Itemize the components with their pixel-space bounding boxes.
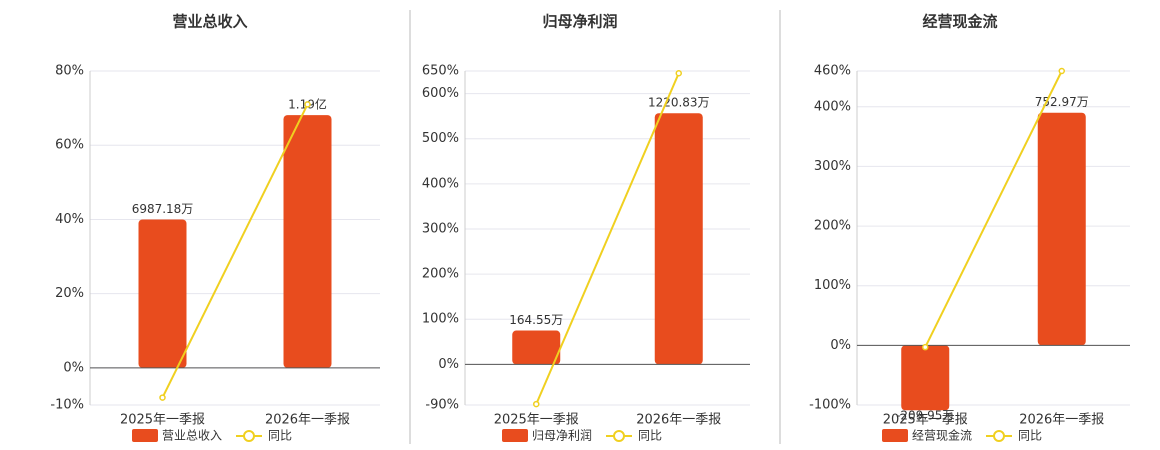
- legend-swatch: [993, 430, 1005, 442]
- y-tick-label: 650%: [422, 64, 459, 79]
- y-tick-label: 200%: [422, 267, 459, 282]
- y-tick-label: 0%: [830, 338, 851, 353]
- y-tick-label: 600%: [422, 86, 459, 101]
- line-point: [304, 101, 311, 108]
- bar: [654, 113, 703, 365]
- legend-swatch: [882, 429, 908, 442]
- legend-label: 经营现金流: [912, 428, 972, 443]
- y-tick-label: 300%: [814, 159, 851, 174]
- y-tick-label: 20%: [55, 286, 84, 301]
- y-tick-label: 200%: [814, 219, 851, 234]
- line-point: [922, 343, 929, 351]
- legend-label: 同比: [268, 429, 292, 443]
- legend-label: 营业总收入: [162, 429, 222, 443]
- y-tick-label: 400%: [422, 176, 459, 191]
- y-tick-label: 60%: [55, 138, 84, 153]
- bar: [283, 115, 332, 368]
- x-tick-label: 2026年一季报: [265, 413, 350, 428]
- chart-title: 归母净利润: [542, 13, 617, 31]
- x-tick-label: 2025年一季报: [883, 413, 968, 428]
- line-point: [675, 70, 682, 77]
- y-tick-label: 100%: [814, 278, 851, 293]
- chart-title: 经营现金流: [922, 13, 997, 31]
- x-tick-label: 2025年一季报: [120, 413, 205, 428]
- legend-swatch: [243, 430, 255, 442]
- y-tick-label: 100%: [422, 312, 459, 327]
- y-tick-label: 500%: [422, 131, 459, 146]
- line: [924, 70, 1063, 348]
- y-tick-label: 400%: [814, 99, 851, 114]
- data-label: -209.95万: [896, 409, 954, 423]
- y-tick-label: -10%: [50, 398, 84, 413]
- line: [161, 103, 309, 399]
- y-tick-label: 460%: [814, 64, 851, 79]
- y-tick-label: 300%: [422, 221, 459, 236]
- legend-label: 同比: [1018, 429, 1042, 443]
- x-tick-label: 2026年一季报: [1019, 413, 1104, 428]
- data-label: 164.55万: [509, 313, 563, 327]
- bar: [512, 330, 561, 365]
- legend-swatch: [613, 430, 625, 442]
- x-tick-label: 2026年一季报: [636, 413, 721, 428]
- y-tick-label: 0%: [438, 357, 459, 372]
- y-tick-label: -100%: [809, 398, 851, 413]
- legend-label: 同比: [638, 429, 662, 443]
- y-tick-label: -90%: [425, 398, 459, 413]
- legend-swatch: [132, 429, 158, 442]
- line-point: [1058, 67, 1065, 75]
- legend-label: 归母净利润: [532, 429, 592, 443]
- x-tick-label: 2025年一季报: [494, 413, 579, 428]
- bar: [138, 219, 187, 368]
- chart-title: 营业总收入: [172, 13, 247, 31]
- line-point: [159, 394, 166, 401]
- bar: [901, 345, 950, 411]
- data-label: 1220.83万: [648, 96, 710, 110]
- y-tick-label: 0%: [63, 360, 84, 375]
- y-tick-label: 40%: [55, 212, 84, 227]
- line: [535, 72, 680, 405]
- data-label: 6987.18万: [132, 202, 194, 216]
- y-tick-label: 80%: [55, 64, 84, 79]
- bar: [1037, 112, 1086, 346]
- line-point: [533, 400, 540, 408]
- legend-swatch: [502, 429, 528, 442]
